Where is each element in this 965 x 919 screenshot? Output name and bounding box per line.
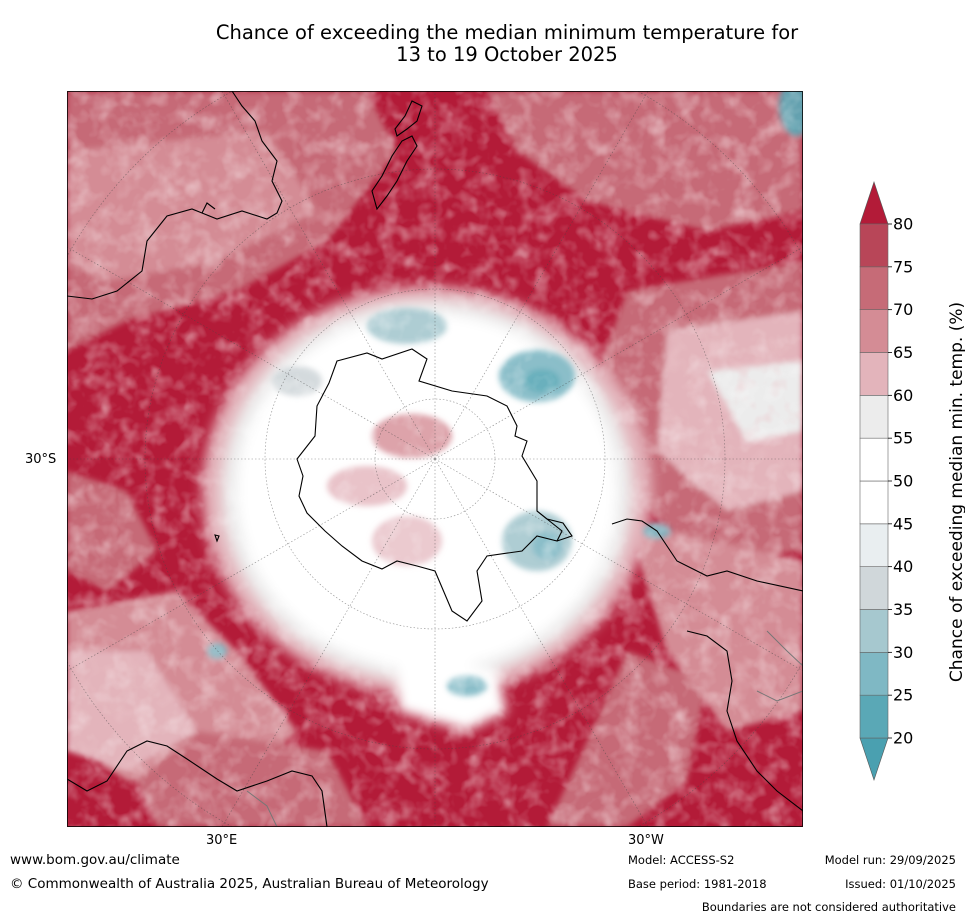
colorbar-band [859,352,889,396]
model-text: Model: ACCESS-S2 [628,853,735,867]
copyright-text: © Commonwealth of Australia 2025, Austra… [10,876,489,892]
colorbar-band [859,523,889,567]
colorbar-tick-label: 75 [893,257,913,276]
model-run-text: Model run: 29/09/2025 [824,853,956,867]
colorbar-band [859,566,889,610]
colorbar-tick-label: 20 [893,729,913,748]
colorbar-band [859,609,889,653]
colorbar-band [859,652,889,696]
latitude-label-30s: 30°S [25,452,57,467]
colorbar-tick-label: 60 [893,386,913,405]
colorbar-tick-label: 45 [893,514,913,533]
colorbar-band [859,223,889,268]
colorbar-band [859,309,889,353]
colorbar-tick-label: 55 [893,429,913,448]
colorbar-tick-label: 65 [893,343,913,362]
australia-coast [67,91,283,300]
longitude-label-30e: 30°E [206,833,238,848]
antarctica-coast [296,348,563,622]
base-period-text: Base period: 1981-2018 [628,877,767,891]
issued-text: Issued: 01/10/2025 [845,877,956,891]
colorbar-tick-label: 40 [893,557,913,576]
colorbar-band [859,437,889,482]
colorbar-legend: 20 25 30 35 40 45 50 55 60 65 70 75 80 Chance of exc… [859,181,965,781]
colorbar-band [859,480,889,525]
colorbar-tick-label: 25 [893,686,913,705]
africa-coast [67,740,328,827]
colorbar-tick-label: 70 [893,300,913,319]
colorbar-tick-label: 50 [893,472,913,491]
longitude-label-30w: 30°W [628,833,664,848]
colorbar-tick-label: 80 [893,215,913,234]
probability-map [67,91,803,827]
disclaimer-text: Boundaries are not considered authoritat… [701,900,956,914]
title-line-1: Chance of exceeding the median minimum t… [215,21,799,44]
colorbar-band [859,266,889,310]
new-zealand-coast [371,135,418,211]
colorbar-under-arrow [859,737,889,781]
south-america-coast [611,518,803,592]
colorbar-band [859,395,889,439]
map-title: Chance of exceeding the median minimum t… [0,22,965,66]
website-link[interactable]: www.bom.gov.au/climate [10,852,180,868]
colorbar-band [859,694,889,739]
colorbar-over-arrow [859,181,889,225]
title-line-2: 13 to 19 October 2025 [396,43,618,66]
colorbar-tick-label: 30 [893,643,913,662]
colorbar-tick-label: 35 [893,600,913,619]
colorbar-label: Chance of exceeding median min. temp. (%… [947,302,965,682]
